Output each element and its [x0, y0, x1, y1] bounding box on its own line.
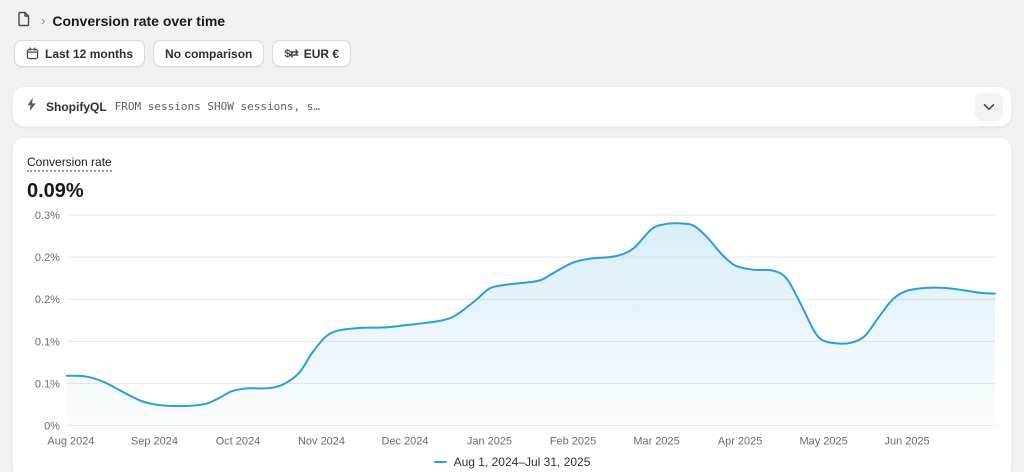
- svg-text:Jan 2025: Jan 2025: [467, 436, 512, 448]
- chart-card: Conversion rate 0.09% 0% 0.1% 0.1% 0.2% 0.2%…: [12, 137, 1012, 472]
- svg-text:0.1%: 0.1%: [35, 336, 60, 348]
- metric-value: 0.09%: [27, 180, 84, 202]
- metric-label[interactable]: Conversion rate: [27, 155, 112, 172]
- expand-query-button[interactable]: [975, 92, 1003, 121]
- comparison-label: No comparison: [165, 46, 253, 61]
- date-range-label: Last 12 months: [45, 46, 134, 61]
- svg-text:0.2%: 0.2%: [35, 294, 60, 306]
- svg-text:Oct 2024: Oct 2024: [216, 436, 261, 448]
- conversion-rate-chart[interactable]: 0% 0.1% 0.1% 0.2% 0.2% 0.3% Aug 2024 Sep 2024 Oc…: [27, 205, 997, 452]
- comparison-button[interactable]: No comparison: [153, 40, 265, 67]
- svg-text:0.3%: 0.3%: [35, 210, 60, 222]
- report-icon: [16, 11, 32, 30]
- report-icon-button[interactable]: [14, 9, 34, 32]
- filter-bar: Last 12 months No comparison $⇄ EUR €: [0, 37, 1024, 77]
- chart-legend: Aug 1, 2024–Jul 31, 2025: [27, 452, 997, 472]
- header: › Conversion rate over time: [0, 0, 1024, 37]
- legend-line-marker: [433, 461, 447, 464]
- date-range-button[interactable]: Last 12 months: [14, 40, 146, 67]
- svg-text:Apr 2025: Apr 2025: [718, 436, 763, 448]
- svg-text:May 2025: May 2025: [799, 436, 847, 448]
- currency-button[interactable]: $⇄ EUR €: [272, 40, 352, 67]
- svg-text:Jun 2025: Jun 2025: [885, 436, 930, 448]
- svg-text:Mar 2025: Mar 2025: [633, 436, 679, 448]
- svg-text:Feb 2025: Feb 2025: [550, 436, 596, 448]
- calendar-icon: [26, 47, 39, 60]
- svg-text:0.2%: 0.2%: [35, 252, 60, 264]
- chart-svg[interactable]: 0% 0.1% 0.1% 0.2% 0.2% 0.3% Aug 2024 Sep 2024 Oc…: [27, 205, 997, 452]
- svg-text:Nov 2024: Nov 2024: [298, 436, 345, 448]
- currency-exchange-icon: $⇄: [284, 48, 298, 60]
- page-title: Conversion rate over time: [52, 12, 226, 29]
- svg-text:Dec 2024: Dec 2024: [382, 436, 429, 448]
- legend-label: Aug 1, 2024–Jul 31, 2025: [453, 455, 591, 470]
- chevron-down-icon: [983, 99, 995, 114]
- shopifyql-brand-label: ShopifyQL: [46, 99, 107, 114]
- query-text: FROM sessions SHOW sessions, s…: [114, 100, 320, 113]
- svg-text:0%: 0%: [44, 421, 60, 433]
- shopifyql-query-bar[interactable]: ShopifyQL FROM sessions SHOW sessions, s…: [12, 86, 1012, 127]
- svg-text:Sep 2024: Sep 2024: [131, 436, 178, 448]
- lightning-icon: [25, 97, 38, 117]
- svg-text:0.1%: 0.1%: [35, 378, 60, 390]
- breadcrumb-separator: ›: [41, 13, 46, 28]
- svg-text:Aug 2024: Aug 2024: [47, 436, 94, 448]
- currency-label: EUR €: [303, 46, 340, 61]
